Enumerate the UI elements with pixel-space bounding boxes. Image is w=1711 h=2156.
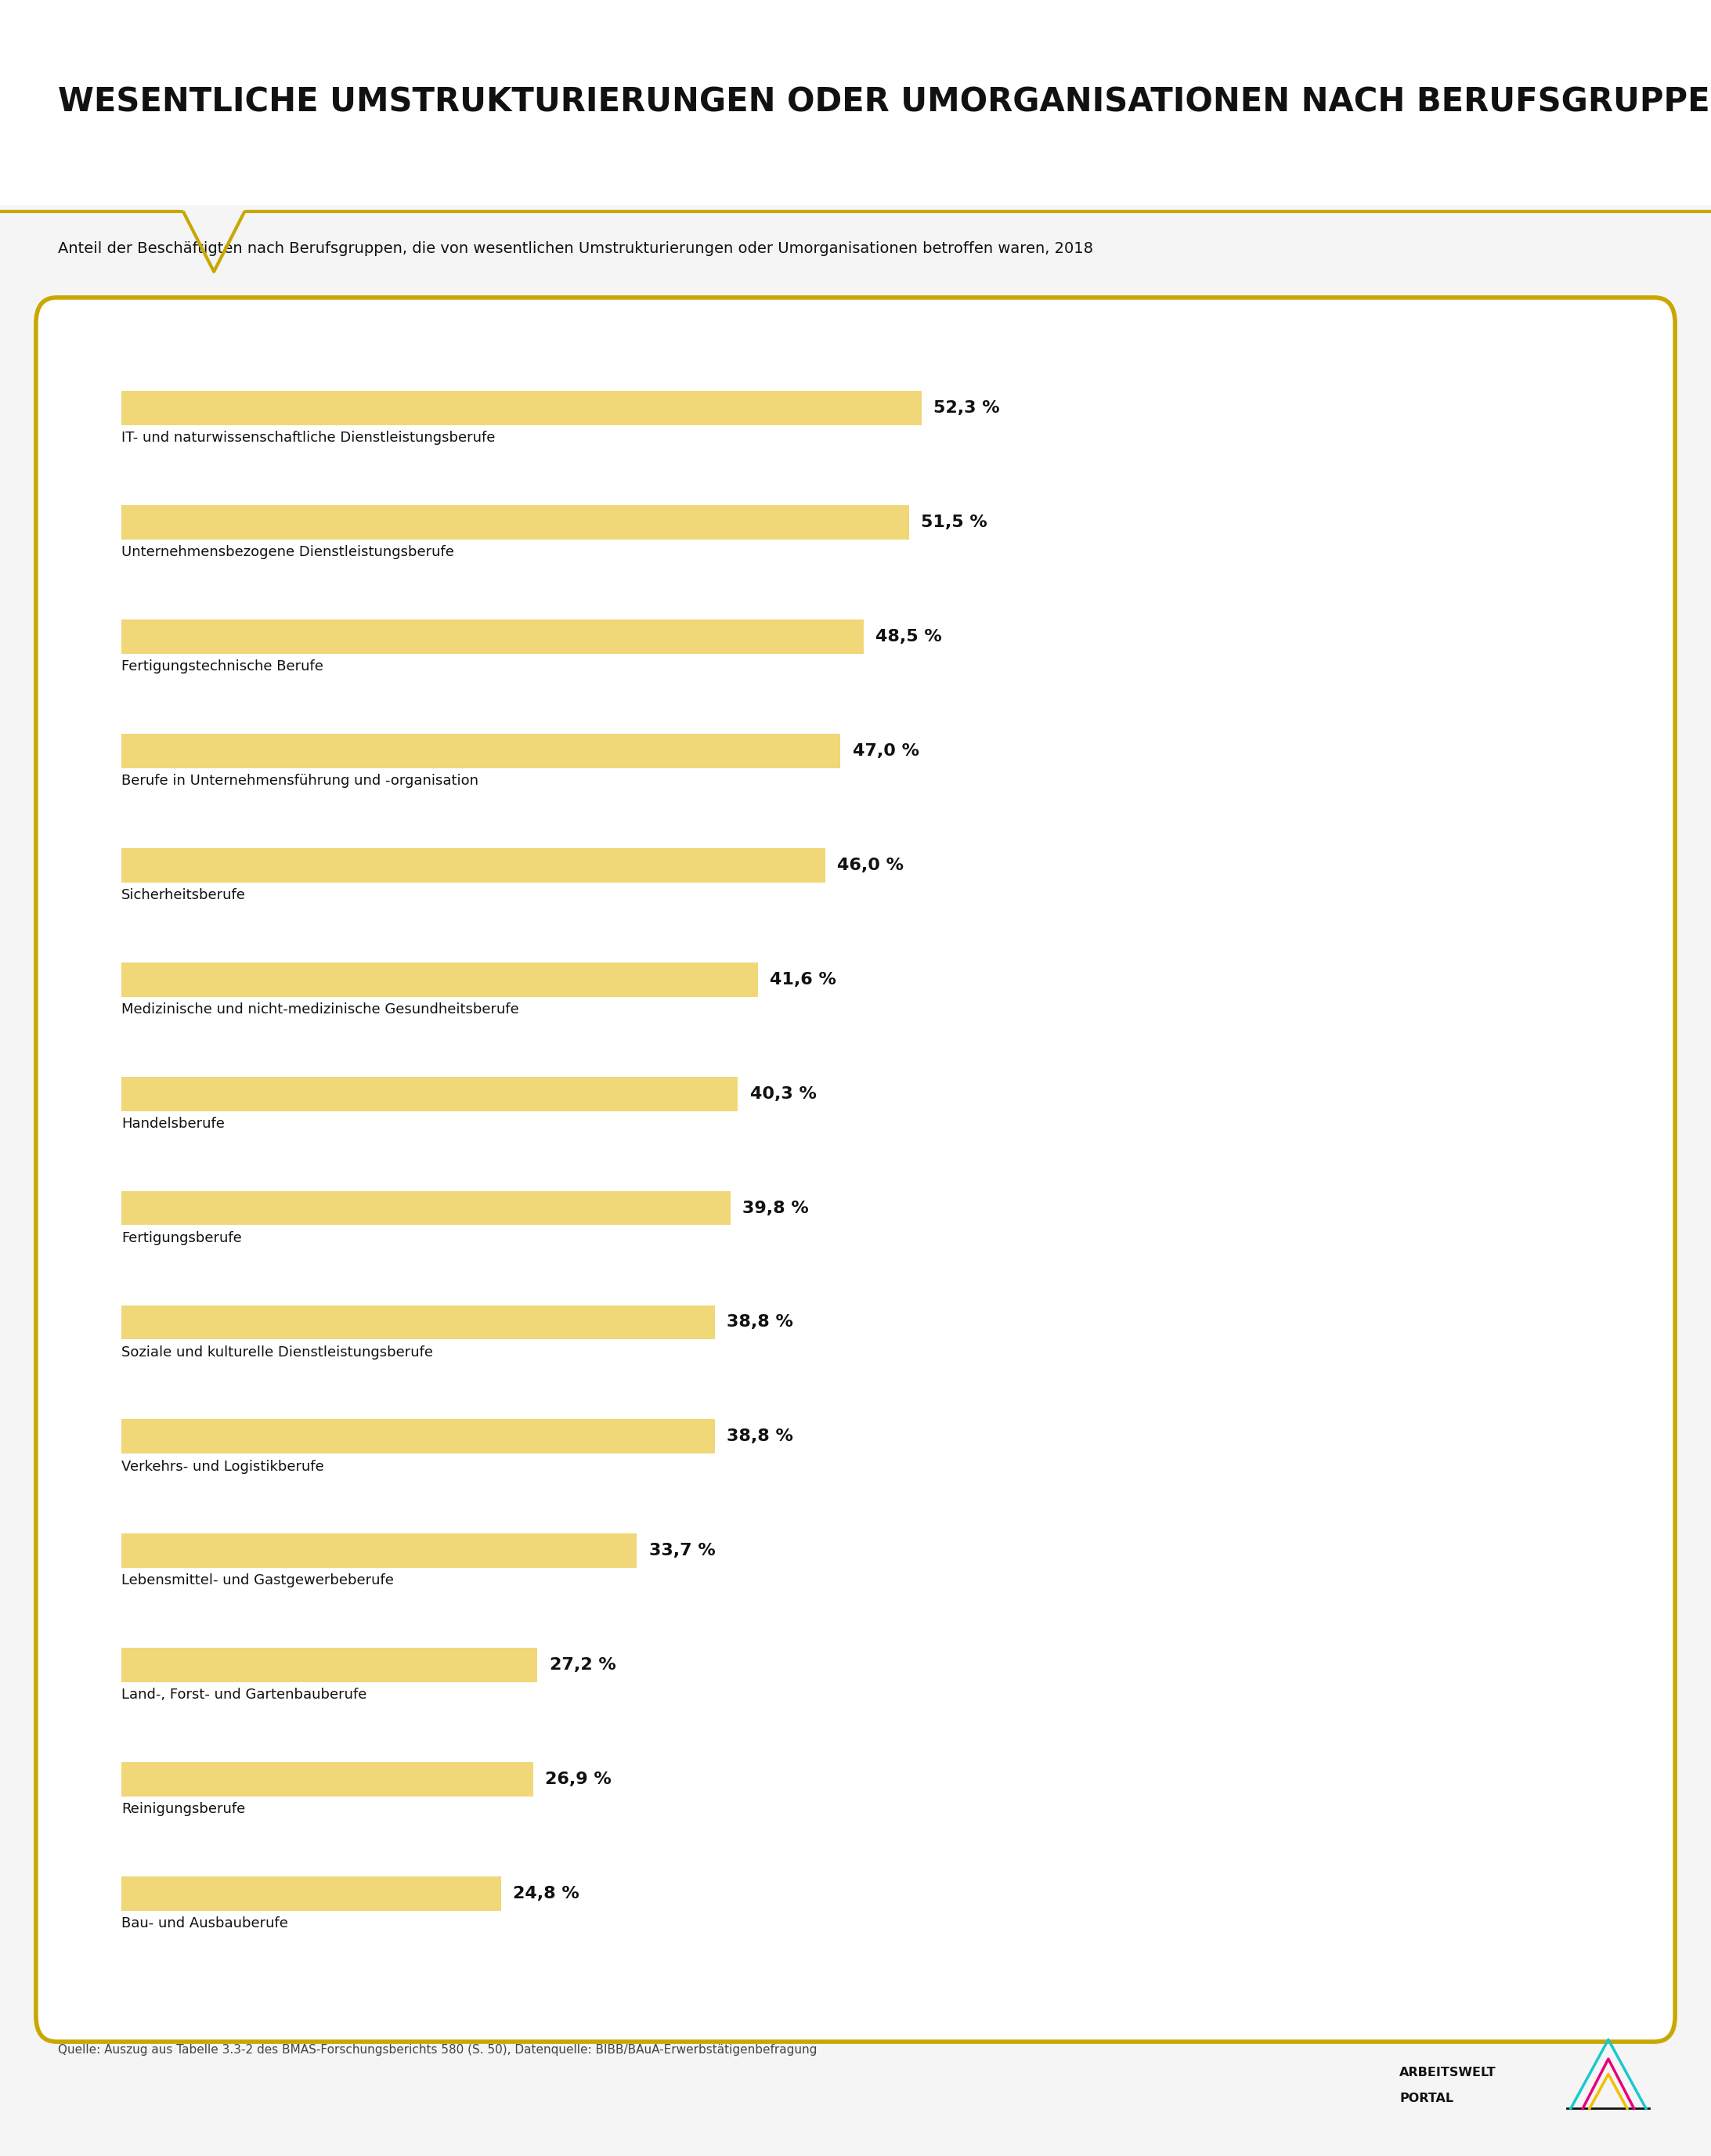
- Text: ARBEITSWELT: ARBEITSWELT: [1400, 2068, 1497, 2078]
- Text: 39,8 %: 39,8 %: [743, 1201, 809, 1216]
- Text: Quelle: Auszug aus Tabelle 3.3-2 des BMAS-Forschungsberichts 580 (S. 50), Datenq: Quelle: Auszug aus Tabelle 3.3-2 des BMA…: [58, 2044, 818, 2055]
- Text: 47,0 %: 47,0 %: [852, 744, 919, 759]
- Text: 41,6 %: 41,6 %: [770, 972, 837, 987]
- Bar: [121, 847, 825, 882]
- Bar: [121, 733, 840, 768]
- Bar: [121, 1647, 537, 1682]
- Text: Lebensmittel- und Gastgewerbeberufe: Lebensmittel- und Gastgewerbeberufe: [121, 1574, 394, 1587]
- Text: Land-, Forst- und Gartenbauberufe: Land-, Forst- und Gartenbauberufe: [121, 1688, 366, 1701]
- FancyBboxPatch shape: [36, 298, 1675, 2042]
- Text: 51,5 %: 51,5 %: [921, 515, 987, 530]
- Text: PORTAL: PORTAL: [1400, 2093, 1454, 2104]
- Text: Unternehmensbezogene Dienstleistungsberufe: Unternehmensbezogene Dienstleistungsberu…: [121, 545, 453, 558]
- Bar: [121, 1761, 532, 1796]
- Text: 26,9 %: 26,9 %: [544, 1772, 611, 1787]
- Bar: [121, 1190, 731, 1225]
- Text: Reinigungsberufe: Reinigungsberufe: [121, 1802, 245, 1815]
- Text: Medizinische und nicht-medizinische Gesundheitsberufe: Medizinische und nicht-medizinische Gesu…: [121, 1003, 518, 1015]
- Text: WESENTLICHE UMSTRUKTURIERUNGEN ODER UMORGANISATIONEN NACH BERUFSGRUPPEN: WESENTLICHE UMSTRUKTURIERUNGEN ODER UMOR…: [58, 86, 1711, 119]
- Text: Fertigungsberufe: Fertigungsberufe: [121, 1231, 241, 1244]
- Text: 52,3 %: 52,3 %: [934, 401, 999, 416]
- Text: Bau- und Ausbauberufe: Bau- und Ausbauberufe: [121, 1917, 287, 1930]
- Text: 38,8 %: 38,8 %: [727, 1429, 794, 1445]
- Text: 24,8 %: 24,8 %: [513, 1886, 580, 1902]
- Bar: [121, 1304, 715, 1339]
- Bar: [121, 1876, 501, 1910]
- Text: 48,5 %: 48,5 %: [876, 630, 941, 645]
- Text: 33,7 %: 33,7 %: [648, 1544, 715, 1559]
- Bar: [121, 962, 758, 996]
- Bar: [121, 1076, 737, 1110]
- Text: 38,8 %: 38,8 %: [727, 1315, 794, 1330]
- Bar: [121, 390, 922, 425]
- Text: IT- und naturwissenschaftliche Dienstleistungsberufe: IT- und naturwissenschaftliche Dienstlei…: [121, 431, 494, 444]
- Text: 40,3 %: 40,3 %: [749, 1087, 816, 1102]
- Bar: [121, 619, 864, 653]
- Text: Anteil der Beschäftigten nach Berufsgruppen, die von wesentlichen Umstrukturieru: Anteil der Beschäftigten nach Berufsgrup…: [58, 241, 1093, 257]
- Text: 46,0 %: 46,0 %: [837, 858, 903, 873]
- Text: Soziale und kulturelle Dienstleistungsberufe: Soziale und kulturelle Dienstleistungsbe…: [121, 1345, 433, 1358]
- Text: 27,2 %: 27,2 %: [549, 1658, 616, 1673]
- Text: Fertigungstechnische Berufe: Fertigungstechnische Berufe: [121, 660, 323, 673]
- Text: Sicherheitsberufe: Sicherheitsberufe: [121, 888, 246, 901]
- Text: Handelsberufe: Handelsberufe: [121, 1117, 224, 1130]
- Bar: [121, 1419, 715, 1453]
- Text: Berufe in Unternehmensführung und -organisation: Berufe in Unternehmensführung und -organ…: [121, 774, 479, 787]
- Bar: [0, 0, 1711, 205]
- Bar: [121, 505, 909, 539]
- Text: Verkehrs- und Logistikberufe: Verkehrs- und Logistikberufe: [121, 1460, 323, 1473]
- Bar: [121, 1533, 636, 1567]
